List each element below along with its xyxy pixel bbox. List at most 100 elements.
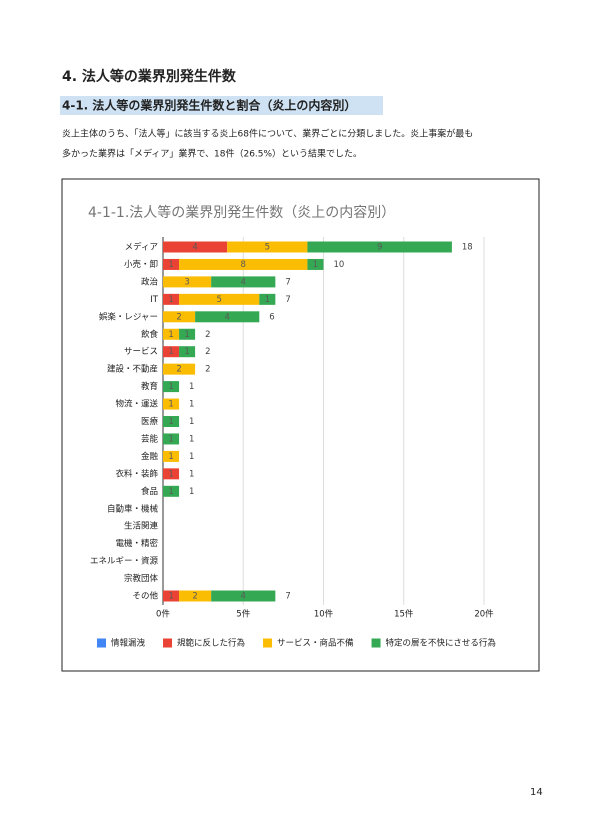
segment-label: 8 xyxy=(241,260,246,270)
bar-segment xyxy=(163,293,180,305)
category-label: 芸能 xyxy=(141,433,159,444)
segment-label: 5 xyxy=(216,295,221,305)
x-tick-label: 20件 xyxy=(474,609,494,620)
subheading-background xyxy=(60,96,383,115)
category-label: 教育 xyxy=(141,381,158,392)
total-label: 18 xyxy=(462,243,473,253)
segment-label: 1 xyxy=(168,487,173,497)
heading: 4. 法人等の業界別発生件数 xyxy=(62,68,237,85)
segment-label: 1 xyxy=(168,400,173,410)
segment-label: 1 xyxy=(265,295,270,305)
total-label: 1 xyxy=(189,417,194,427)
bar-segment xyxy=(163,468,180,480)
total-label: 1 xyxy=(189,382,194,392)
legend-swatch xyxy=(97,638,106,648)
segment-label: 4 xyxy=(241,277,246,287)
category-label: サービス xyxy=(124,347,158,357)
segment-label: 4 xyxy=(192,243,197,253)
segment-label: 4 xyxy=(224,312,229,322)
category-label: 政治 xyxy=(141,276,159,287)
bar-segment xyxy=(163,363,196,375)
segment-label: 4 xyxy=(241,592,246,602)
segment-label: 9 xyxy=(377,243,382,253)
subheading: 4-1. 法人等の業界別発生件数と割合（炎上の内容別） xyxy=(62,98,356,113)
segment-label: 1 xyxy=(168,417,173,427)
legend-label: 規範に反した行為 xyxy=(177,638,245,649)
category-label: 宗教団体 xyxy=(124,573,159,584)
bar-segment xyxy=(163,485,180,497)
x-tick-label: 5件 xyxy=(236,609,250,620)
category-label: 娯楽・レジャー xyxy=(99,311,158,322)
bar-segment xyxy=(163,450,180,462)
legend-label: 特定の層を不快にさせる行為 xyxy=(386,638,496,649)
bar-segment xyxy=(163,241,228,253)
bar-segment xyxy=(163,311,196,323)
category-label: 飲食 xyxy=(141,329,159,340)
bar-segment xyxy=(307,241,452,253)
x-tick-label: 0件 xyxy=(156,609,170,620)
total-label: 6 xyxy=(269,312,274,322)
segment-label: 1 xyxy=(168,469,173,479)
bar-segment xyxy=(179,590,212,602)
segment-label: 1 xyxy=(168,330,173,340)
segment-label: 1 xyxy=(168,452,173,462)
segment-label: 1 xyxy=(168,260,173,270)
bar-segment xyxy=(211,276,276,288)
total-label: 2 xyxy=(205,330,210,340)
paragraph-line: 多かった業界は「メディア」業界で、18件（26.5%）という結果でした。 xyxy=(62,148,362,160)
segment-label: 2 xyxy=(176,365,181,375)
legend-swatch xyxy=(371,638,381,648)
bar-segment xyxy=(163,398,180,410)
category-label: エネルギー・資源 xyxy=(90,556,159,567)
category-label: 生活関連 xyxy=(124,521,159,532)
legend-label: 情報漏洩 xyxy=(111,638,146,649)
x-tick-label: 10件 xyxy=(314,609,334,620)
bar-segment xyxy=(163,258,180,270)
bar-segment xyxy=(179,293,260,305)
segment-label: 1 xyxy=(184,330,189,340)
total-label: 1 xyxy=(189,469,194,479)
bar-segment xyxy=(307,258,324,270)
bar-segment xyxy=(163,590,180,602)
x-tick-label: 15件 xyxy=(394,609,414,620)
segment-label: 5 xyxy=(265,243,270,253)
bar-segment xyxy=(179,328,196,340)
total-label: 1 xyxy=(189,487,194,497)
total-label: 10 xyxy=(334,260,345,270)
legend-label: サービス・商品不備 xyxy=(277,638,354,649)
total-label: 7 xyxy=(285,295,290,305)
total-label: 1 xyxy=(189,452,194,462)
total-label: 1 xyxy=(189,400,194,410)
bar-segment xyxy=(179,258,308,270)
segment-label: 2 xyxy=(176,312,181,322)
total-label: 1 xyxy=(189,434,194,444)
bar-segment xyxy=(163,381,180,393)
category-label: 物流・運送 xyxy=(115,399,158,410)
page-number: 14 xyxy=(530,787,543,798)
total-label: 2 xyxy=(205,365,210,375)
bar-segment xyxy=(163,346,180,358)
bar-segment xyxy=(163,416,180,427)
segment-label: 1 xyxy=(168,382,173,392)
bar-segment xyxy=(211,590,276,602)
category-label: 自動車・機械 xyxy=(107,503,159,514)
segment-label: 2 xyxy=(192,592,197,602)
segment-label: 1 xyxy=(168,347,173,357)
category-label: 建設・不動産 xyxy=(107,364,158,375)
category-label: 衣料・装飾 xyxy=(115,468,158,479)
total-label: 2 xyxy=(205,347,210,357)
category-label: 食品 xyxy=(141,486,158,497)
category-label: 小売・卸 xyxy=(124,259,158,270)
legend-swatch xyxy=(263,638,273,648)
segment-label: 1 xyxy=(313,260,318,270)
category-label: IT xyxy=(150,295,159,305)
total-label: 7 xyxy=(285,592,290,602)
category-label: メディア xyxy=(125,242,158,253)
bar-segment xyxy=(163,276,212,288)
segment-label: 1 xyxy=(168,592,173,602)
category-label: 金融 xyxy=(141,451,159,462)
bar-segment xyxy=(259,293,276,305)
bar-segment xyxy=(179,346,196,358)
segment-label: 1 xyxy=(168,295,173,305)
